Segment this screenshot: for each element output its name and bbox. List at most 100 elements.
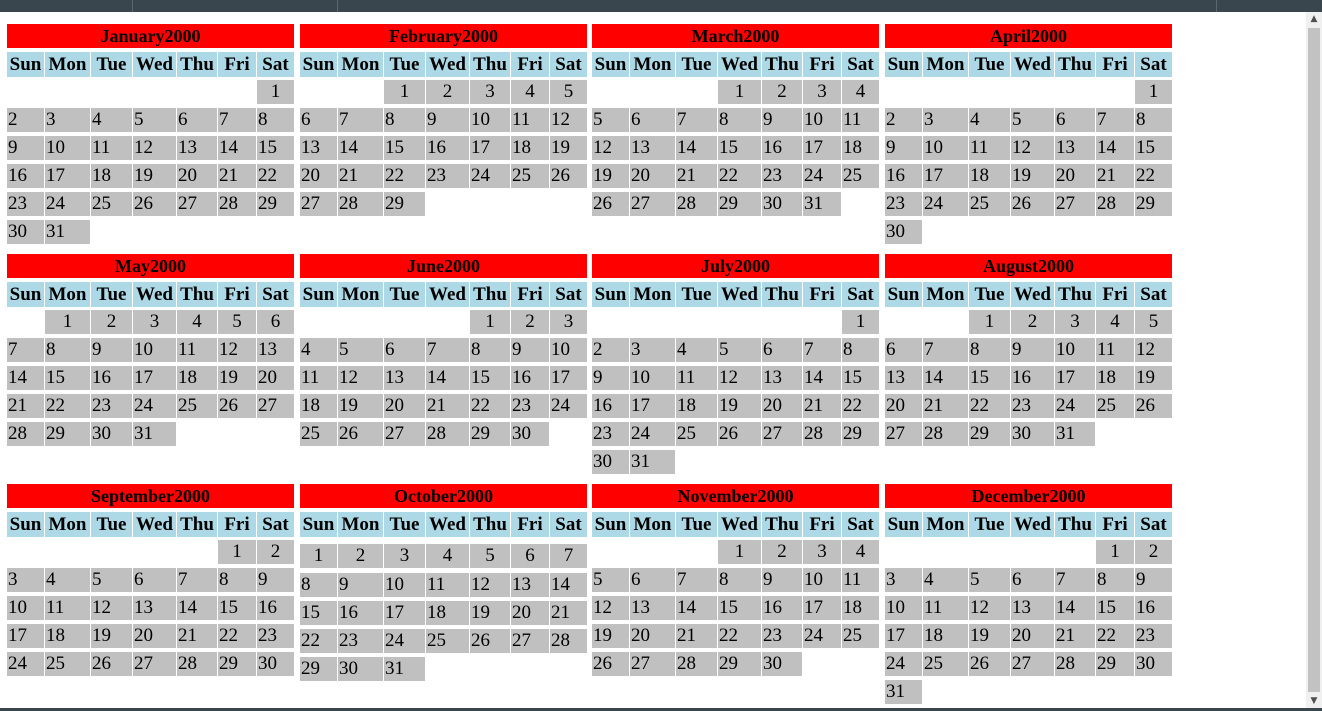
day-cell: 7 (177, 568, 217, 592)
day-cell: 9 (885, 136, 922, 160)
day-cell: 28 (1055, 652, 1095, 676)
day-cell: 1 (1096, 540, 1134, 564)
day-cell: 21 (338, 164, 383, 188)
day-cell: 10 (630, 366, 675, 390)
month-title: October2000 (300, 484, 587, 508)
day-cell: 7 (676, 568, 717, 592)
day-cell: 17 (1055, 366, 1095, 390)
day-cell: 12 (592, 136, 629, 160)
day-cell: 2 (426, 80, 469, 104)
day-cell: 5 (218, 310, 256, 334)
day-cell: 21 (218, 164, 256, 188)
day-cell: 19 (470, 601, 510, 625)
day-cell: 11 (45, 596, 90, 620)
day-cell: 30 (762, 192, 802, 216)
weekday-header-sat: Sat (1135, 282, 1172, 307)
day-cell: 7 (550, 544, 587, 568)
day-cell: 13 (885, 366, 922, 390)
day-cell: 26 (550, 164, 587, 188)
day-cell: 28 (550, 629, 587, 653)
weekday-header-fri: Fri (511, 52, 549, 77)
day-cell: 1 (384, 80, 425, 104)
day-cell: 12 (1135, 338, 1172, 362)
day-cell: 28 (338, 192, 383, 216)
day-cell: 27 (630, 192, 675, 216)
day-cell: 8 (718, 568, 761, 592)
day-cell: 25 (1096, 394, 1134, 418)
day-cell: 29 (1096, 652, 1134, 676)
day-cell: 7 (426, 338, 469, 362)
day-cell: 8 (384, 108, 425, 132)
vertical-scrollbar[interactable]: ▲ ▼ (1306, 12, 1322, 708)
day-cell: 8 (300, 573, 337, 597)
weekday-header-sat: Sat (257, 52, 294, 77)
day-cell: 28 (803, 422, 841, 446)
day-cell: 3 (803, 80, 841, 104)
scroll-up-icon[interactable]: ▲ (1310, 14, 1318, 24)
day-cell: 22 (969, 394, 1010, 418)
day-cell: 1 (470, 310, 510, 334)
weekday-header-thu: Thu (177, 52, 217, 77)
day-cell: 3 (885, 568, 922, 592)
day-cell: 23 (338, 629, 383, 653)
weekday-header-wed: Wed (1011, 52, 1054, 77)
weekday-header-mon: Mon (630, 512, 675, 537)
day-cell: 29 (384, 192, 425, 216)
weekday-header-fri: Fri (803, 52, 841, 77)
day-cell: 27 (511, 629, 549, 653)
weekday-header-sun: Sun (885, 512, 922, 537)
day-cell: 1 (45, 310, 90, 334)
day-cell: 24 (7, 652, 44, 676)
day-cell: 8 (1096, 568, 1134, 592)
scrollbar-thumb[interactable] (1308, 28, 1320, 692)
weekday-header-sun: Sun (7, 512, 44, 537)
day-cell: 17 (45, 164, 90, 188)
weekday-header-wed: Wed (1011, 512, 1054, 537)
day-cell: 5 (133, 108, 176, 132)
scroll-down-icon[interactable]: ▼ (1310, 696, 1318, 706)
day-cell: 27 (1011, 652, 1054, 676)
day-cell: 24 (630, 422, 675, 446)
day-cell: 26 (470, 629, 510, 653)
day-cell: 27 (257, 394, 294, 418)
day-cell: 20 (384, 394, 425, 418)
day-cell: 12 (550, 108, 587, 132)
weekday-header-fri: Fri (1096, 52, 1134, 77)
weekday-header-tue: Tue (384, 512, 425, 537)
day-cell: 23 (1011, 394, 1054, 418)
day-cell: 9 (338, 573, 383, 597)
day-cell: 8 (842, 338, 879, 362)
weekday-header-tue: Tue (91, 52, 132, 77)
day-cell: 2 (762, 80, 802, 104)
day-cell: 4 (676, 338, 717, 362)
day-cell: 1 (969, 310, 1010, 334)
day-cell: 24 (384, 629, 425, 653)
day-cell: 9 (257, 568, 294, 592)
day-cell: 5 (338, 338, 383, 362)
day-cell: 21 (7, 394, 44, 418)
day-cell: 5 (1135, 310, 1172, 334)
day-cell: 22 (45, 394, 90, 418)
month-title: March2000 (592, 24, 879, 48)
weekday-header-sat: Sat (550, 52, 587, 77)
day-cell: 1 (1135, 80, 1172, 104)
day-cell: 19 (550, 136, 587, 160)
weekday-header-thu: Thu (762, 512, 802, 537)
day-cell: 13 (300, 136, 337, 160)
day-cell: 15 (470, 366, 510, 390)
month-title: January2000 (7, 24, 294, 48)
day-cell: 24 (885, 652, 922, 676)
weekday-header-tue: Tue (969, 52, 1010, 77)
day-cell: 9 (1135, 568, 1172, 592)
weekday-header-thu: Thu (470, 52, 510, 77)
day-cell: 11 (842, 568, 879, 592)
day-cell: 24 (45, 192, 90, 216)
day-cell: 12 (133, 136, 176, 160)
day-cell: 20 (1011, 624, 1054, 648)
day-cell: 20 (1055, 164, 1095, 188)
day-cell: 31 (885, 680, 922, 704)
day-cell: 18 (1096, 366, 1134, 390)
day-cell: 10 (133, 338, 176, 362)
day-cell: 22 (218, 624, 256, 648)
weekday-header-sun: Sun (300, 282, 337, 307)
